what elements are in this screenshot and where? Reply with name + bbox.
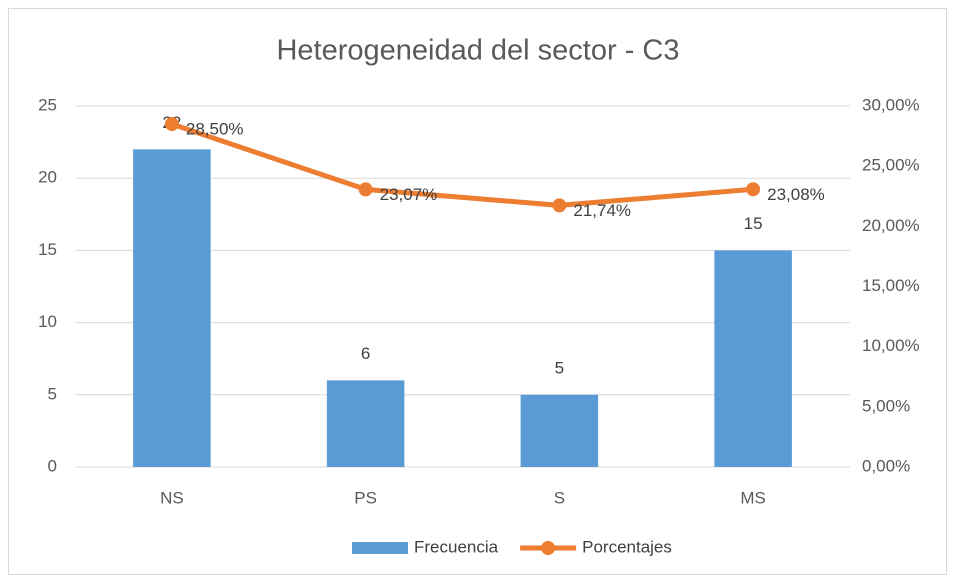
y-tick-label: 0 xyxy=(48,456,57,475)
line-value-label: 23,08% xyxy=(767,185,825,204)
line-point xyxy=(552,198,567,213)
x-tick-label: MS xyxy=(740,488,766,507)
line-point xyxy=(164,117,179,132)
x-tick-label: S xyxy=(554,488,565,507)
y-tick-label: 10 xyxy=(38,312,57,331)
y2-tick-label: 10,00% xyxy=(862,336,920,355)
line-value-label: 28,50% xyxy=(186,120,244,139)
y2-tick-label: 0,00% xyxy=(862,456,910,475)
x-tick-label: NS xyxy=(160,488,184,507)
bar-value-label: 6 xyxy=(361,344,370,363)
legend-label: Porcentajes xyxy=(582,537,672,556)
legend-swatch-point xyxy=(541,541,556,555)
bar xyxy=(714,250,792,467)
line xyxy=(169,121,756,208)
legend-label: Frecuencia xyxy=(414,537,499,556)
bar xyxy=(520,394,599,467)
y2-tick-label: 25,00% xyxy=(862,156,920,175)
x-tick-label: PS xyxy=(354,488,377,507)
chart-title: Heterogeneidad del sector - C3 xyxy=(276,35,679,67)
line-point xyxy=(746,182,761,197)
y2-tick-label: 5,00% xyxy=(862,396,910,415)
y-tick-label: 25 xyxy=(38,95,57,114)
y2-tick-label: 15,00% xyxy=(862,276,920,295)
y2-tick-label: 20,00% xyxy=(862,216,920,235)
line-value-label: 21,74% xyxy=(573,201,631,220)
bar xyxy=(326,380,405,467)
bar-value-label: 5 xyxy=(555,358,564,377)
y2-tick-label: 30,00% xyxy=(862,95,920,114)
y-tick-label: 15 xyxy=(38,240,57,259)
legend-swatch xyxy=(352,542,408,554)
y-tick-label: 5 xyxy=(48,384,57,403)
bar-value-label: 15 xyxy=(744,214,763,233)
y-tick-label: 20 xyxy=(38,168,57,187)
line-point xyxy=(358,182,373,197)
line-value-label: 23,07% xyxy=(380,185,438,204)
bar xyxy=(133,149,211,467)
